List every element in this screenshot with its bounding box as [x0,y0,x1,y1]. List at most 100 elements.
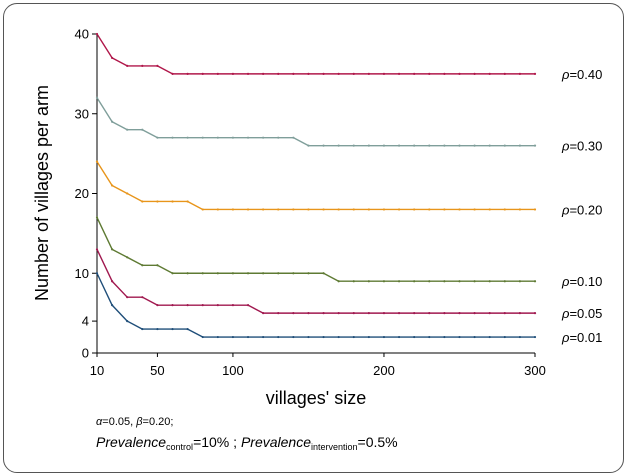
series-point [413,208,416,211]
series-point [307,72,310,75]
series-point [428,280,431,283]
series-point [277,272,280,275]
series-point [246,136,250,139]
series-label-value: =0.10 [569,274,602,289]
series-line-group [95,272,537,339]
series-point [518,72,521,75]
series-label-value: =0.01 [569,330,602,345]
series-point [337,280,340,283]
series-point [518,312,521,315]
series-point [201,208,204,211]
series-point [413,280,416,283]
series-point [262,208,265,211]
series-point [443,208,446,211]
series-point [307,208,310,211]
series-point [428,335,431,339]
series-point [126,320,129,323]
series-point [488,144,491,147]
series-point [473,144,476,147]
series-point [367,72,370,75]
series-point [488,312,491,315]
series-point [307,272,310,275]
series-point [397,208,401,211]
series-label-rho: ρ [561,67,570,82]
series-point [367,280,370,283]
series-point [428,312,431,315]
series-point [352,208,355,211]
series-point [292,72,295,75]
series-point [322,72,325,75]
series-point [216,272,219,275]
series-point [503,335,506,339]
series-point [307,312,310,315]
prevalence-control-subscript: control [166,442,193,452]
x-tick-label: 200 [373,363,395,378]
series-point [186,272,189,275]
series-line [96,97,535,147]
series-line [96,161,535,211]
series-point [337,144,340,147]
series-point [216,208,219,211]
series-point [156,304,159,307]
series-point [518,208,521,211]
series-point [262,335,265,339]
x-ticks: 10 50 100 200 300 [90,353,546,378]
series-label: ρ=0.40 [561,67,602,82]
series-point [337,335,340,339]
series-point [126,64,129,67]
series-point [231,304,235,307]
y-tick-label: 4 [82,314,89,329]
series-point [352,312,355,315]
series-point [141,64,144,67]
series-label-rho: ρ [561,330,570,345]
series-point [231,72,235,75]
x-axis-title: villages' size [266,388,366,408]
series-point [111,280,114,283]
series-label: ρ=0.20 [561,202,602,217]
series-point [171,72,174,75]
series-point [292,335,295,339]
series-point [367,312,370,315]
series-point [428,144,431,147]
series-label-rho: ρ [561,274,570,289]
series-point [518,144,521,147]
series-point [201,72,204,75]
series-point [246,335,250,339]
x-tick-label: 50 [150,363,164,378]
series-point [186,304,189,307]
series-label: ρ=0.30 [561,139,602,154]
series-point [443,335,446,339]
series-point [231,136,235,139]
prevalence-intervention-label: Prevalence [241,434,311,450]
series-point [246,72,250,75]
series-point [216,136,219,139]
series-point [443,280,446,283]
series-point [186,327,189,331]
series-label-rho: ρ [561,139,570,154]
series-point [307,144,310,147]
y-axis-title: Number of villages per arm [32,85,52,301]
series-point [428,72,431,75]
series-label-value: =0.40 [569,67,602,82]
note-alpha-beta: α=0.05, β=0.20; [96,416,173,428]
series-line-group [95,248,537,315]
series-point [382,280,386,283]
series-line-group [95,216,537,283]
series-point [292,312,295,315]
series-point [443,144,446,147]
series-point [503,312,506,315]
series-point [322,272,325,275]
series-point [367,208,370,211]
series-point [111,184,114,187]
series-point [231,272,235,275]
series-point [126,128,129,131]
series-point [141,128,144,131]
series-point [397,144,401,147]
series-point [322,144,325,147]
series-point [397,312,401,315]
series-point [95,32,99,36]
series-point [518,280,521,283]
series-point [246,272,250,275]
y-ticks: 0 4 10 20 30 40 [75,27,97,361]
series-point [473,208,476,211]
